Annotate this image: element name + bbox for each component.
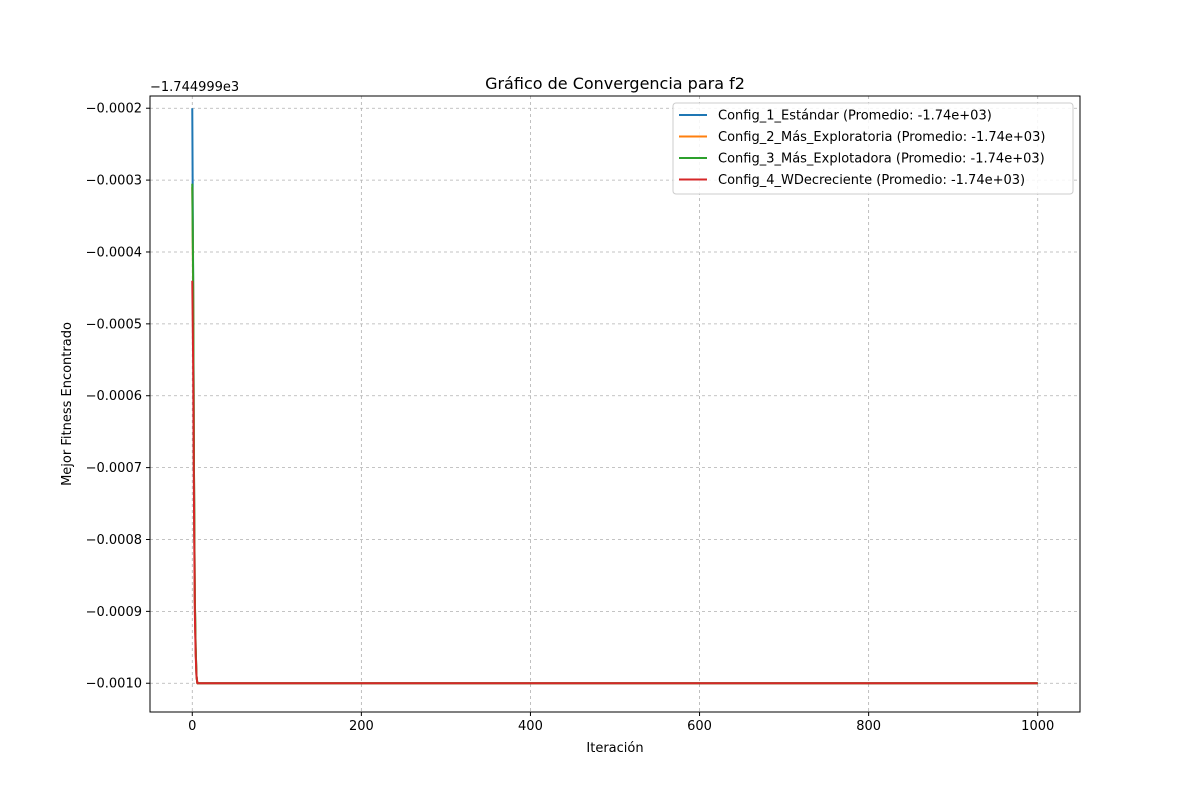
x-tick-label: 600 [687, 719, 712, 734]
legend-box [672, 102, 1074, 195]
legend-label-3: Config_3_Más_Explotadora (Promedio: -1.7… [718, 152, 1045, 167]
x-tick-label: 0 [188, 719, 196, 734]
y-tick-label: −0.0006 [86, 389, 142, 404]
chart-title: Gráfico de Convergencia para f2 [485, 74, 745, 93]
y-tick-label: −0.0004 [86, 245, 142, 260]
x-tick-label: 800 [856, 719, 881, 734]
x-tick-label: 200 [349, 719, 374, 734]
plot-frame [149, 95, 1081, 713]
y-tick-label: −0.0008 [86, 533, 142, 548]
series-line-4 [191, 280, 1038, 685]
x-axis-label: Iteración [586, 741, 643, 756]
y-tick-label: −0.0005 [86, 317, 142, 332]
legend-label-1: Config_1_Estándar (Promedio: -1.74e+03) [718, 109, 992, 124]
legend: Config_1_Estándar (Promedio: -1.74e+03) C… [672, 102, 1074, 195]
legend-label-4: Config_4_WDecreciente (Promedio: -1.74e+… [718, 173, 1025, 188]
y-axis-offset-label: −1.744999e3 [150, 80, 239, 95]
x-axis-ticks: 0 200 400 600 800 1000 [188, 712, 1054, 734]
y-axis-ticks: −0.0002 −0.0003 −0.0004 −0.0005 −0.0006 −0.00… [86, 102, 150, 692]
y-tick-label: −0.0003 [86, 174, 142, 189]
x-tick-label: 400 [518, 719, 543, 734]
y-tick-label: −0.0009 [86, 605, 142, 620]
y-tick-label: −0.0007 [86, 461, 142, 476]
series-lines [191, 108, 1038, 685]
legend-label-2: Config_2_Más_Exploratoria (Promedio: -1.… [718, 130, 1045, 145]
x-tick-label: 1000 [1021, 719, 1054, 734]
y-axis-label: Mejor Fitness Encontrado [60, 322, 75, 486]
y-tick-label: −0.0002 [86, 102, 142, 117]
y-tick-label: −0.0010 [86, 677, 142, 692]
